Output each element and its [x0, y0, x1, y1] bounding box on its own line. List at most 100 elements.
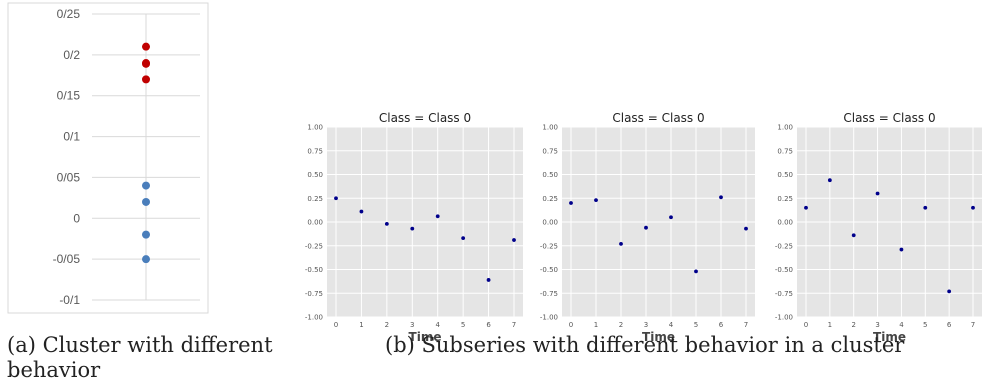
panel-1-point — [435, 214, 440, 219]
panel-2-y-tick-label: 0.25 — [542, 195, 558, 203]
panel-1-x-tick-label: 1 — [359, 321, 363, 329]
chart-a-y-tick-label: -0/1 — [59, 293, 80, 307]
chart-a-point — [142, 75, 150, 84]
panel-2-point — [744, 226, 748, 231]
chart-a-y-tick-label: 0/05 — [57, 170, 81, 184]
panel-3-y-tick-label: -1.00 — [775, 314, 793, 322]
panel-2-title: Class = Class 0 — [612, 111, 704, 125]
panel-2-x-tick-label: 5 — [694, 321, 698, 329]
chart-a-point — [142, 181, 150, 190]
panel-3-y-tick-label: 0.50 — [777, 171, 793, 179]
chart-a-y-tick-label: 0 — [73, 211, 80, 225]
chart-a-point — [142, 255, 150, 264]
panel-3-point — [851, 233, 856, 238]
panel-3-x-tick-label: 5 — [923, 321, 927, 329]
panel-2-x-tick-label: 7 — [744, 321, 748, 329]
chart-a-point — [142, 59, 150, 68]
panel-1-y-tick-label: -0.25 — [305, 242, 323, 250]
panel-2-y-tick-label: -0.75 — [540, 290, 558, 298]
panel-3-point — [804, 205, 808, 210]
chart-a-y-tick-label: 0/25 — [57, 7, 81, 21]
chart-a-frame — [7, 2, 209, 314]
panel-1-point — [410, 226, 415, 231]
panel-2-point — [569, 201, 573, 205]
panel-1-y-tick-label: -0.75 — [305, 290, 323, 298]
panel-3-y-tick-label: 0.00 — [777, 219, 793, 227]
panel-1-y-tick-label: 0.50 — [307, 171, 323, 179]
panel-3-y-tick-label: 0.75 — [777, 147, 793, 155]
panel-2-x-axis-label: Time — [642, 330, 675, 344]
panel-3-x-tick-label: 0 — [804, 321, 808, 329]
chart-a-point — [142, 197, 150, 206]
panel-1-x-tick-label: 0 — [334, 321, 338, 329]
panel-1-point — [512, 238, 516, 242]
panel-1-y-tick-label: 0.00 — [307, 219, 323, 227]
panel-3-x-tick-label: 4 — [899, 321, 904, 329]
panel-3-y-tick-label: -0.75 — [775, 290, 793, 298]
panel-1-y-tick-label: 0.25 — [307, 195, 323, 203]
panel-1-y-tick-label: 0.75 — [307, 147, 323, 155]
chart-a-point — [142, 230, 150, 239]
panel-1-y-tick-label: 1.00 — [307, 124, 323, 132]
panel-2-x-tick-label: 1 — [594, 321, 598, 329]
panel-3-x-tick-label: 3 — [875, 321, 879, 329]
panel-2-y-tick-label: -1.00 — [540, 314, 558, 322]
panel-1-x-axis-label: Time — [409, 330, 442, 344]
chart-a-y-tick-label: 0/2 — [63, 48, 80, 62]
panel-1-x-tick-label: 3 — [410, 321, 414, 329]
panel-2-point — [594, 198, 598, 203]
panel-2-x-tick-label: 0 — [569, 321, 573, 329]
panel-3-point — [923, 205, 928, 210]
panel-1-point — [359, 209, 364, 214]
panel-1-title: Class = Class 0 — [379, 111, 471, 125]
panel-2-x-tick-label: 4 — [669, 321, 674, 329]
panel-3-point — [899, 247, 904, 252]
panel-1-y-tick-label: -0.50 — [305, 266, 323, 274]
panel-3-y-tick-label: -0.25 — [775, 242, 793, 250]
panel-3-x-axis-label: Time — [873, 330, 906, 344]
panel-3-point — [947, 289, 952, 294]
panel-2-point — [694, 269, 698, 274]
panel-2-y-tick-label: -0.50 — [540, 266, 558, 274]
panel-1-x-tick-label: 4 — [435, 321, 440, 329]
chart-a-point — [142, 42, 150, 51]
panel-2-point — [719, 195, 723, 200]
panel-3-y-tick-label: 1.00 — [777, 124, 793, 132]
caption-a: (a) Cluster with different behavior — [7, 333, 273, 382]
panel-3-y-tick-label: 0.25 — [777, 195, 793, 203]
panel-2-x-tick-label: 2 — [619, 321, 623, 329]
panel-2-y-tick-label: 1.00 — [542, 124, 558, 132]
panel-2-y-tick-label: 0.50 — [542, 171, 558, 179]
panel-3-y-tick-label: -0.50 — [775, 266, 793, 274]
panel-3-x-tick-label: 2 — [851, 321, 855, 329]
panel-1-point — [461, 236, 466, 241]
panel-3-point — [971, 205, 975, 210]
panel-1-point — [486, 278, 491, 282]
panel-3-point — [827, 178, 832, 183]
panel-1-x-tick-label: 5 — [461, 321, 465, 329]
caption-b: (b) Subseries with different behavior in… — [385, 333, 905, 357]
panel-1-y-tick-label: -1.00 — [305, 314, 323, 322]
panel-1-point — [384, 222, 389, 226]
panel-3-x-tick-label: 6 — [947, 321, 952, 329]
panel-3-x-tick-label: 1 — [828, 321, 832, 329]
panel-1-x-tick-label: 6 — [486, 321, 491, 329]
panel-2-x-tick-label: 6 — [719, 321, 724, 329]
chart-a-y-tick-label: -0/05 — [53, 252, 81, 266]
panel-1-x-tick-label: 7 — [512, 321, 516, 329]
panel-2-point — [669, 215, 673, 220]
panel-3-point — [875, 191, 880, 196]
chart-a-y-tick-label: 0/15 — [57, 89, 81, 103]
panel-3-title: Class = Class 0 — [843, 111, 935, 125]
panel-2-y-tick-label: 0.75 — [542, 147, 558, 155]
panel-2-y-tick-label: 0.00 — [542, 219, 558, 227]
panel-1-point — [334, 196, 338, 201]
panel-2-y-tick-label: -0.25 — [540, 242, 558, 250]
panel-2-point — [619, 241, 623, 246]
panel-1-x-tick-label: 2 — [385, 321, 389, 329]
panel-3-x-tick-label: 7 — [971, 321, 975, 329]
panel-2-point — [644, 225, 648, 230]
chart-a-y-tick-label: 0/1 — [63, 130, 80, 144]
panel-2-x-tick-label: 3 — [644, 321, 648, 329]
